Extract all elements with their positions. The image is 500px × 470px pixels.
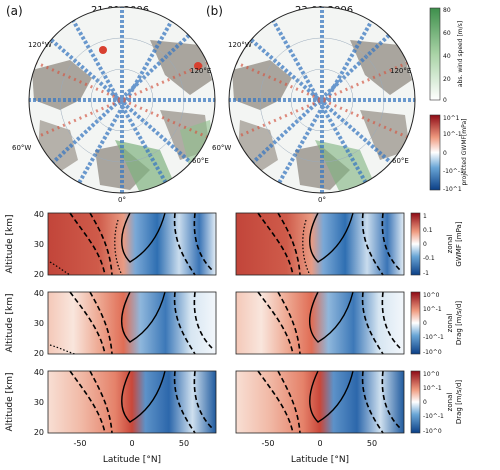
colorbar-zonal-drag-2 <box>410 370 421 434</box>
xtick-b-m50: -50 <box>261 439 274 448</box>
xtick-a-0: 0 <box>129 439 134 448</box>
cb-drag1-tick-4: -10^-1 <box>423 334 444 341</box>
colorbar-wind <box>429 7 441 101</box>
cb-proj-tick-3: 0 <box>443 150 447 157</box>
cb-drag2-tick-3: 0 <box>423 399 427 406</box>
ytick-r2-40: 40 <box>34 289 44 298</box>
map-a-lon-120w: 120°W <box>28 41 52 49</box>
cb-drag1-label-2: Drag [m/s/d] <box>455 301 463 346</box>
cb-wind-tick-80: 80 <box>443 7 451 14</box>
cb-proj-tick-2: 10^-1 <box>443 131 462 138</box>
colorbar-gwmf-projected <box>429 114 441 191</box>
xlabel-b: Latitude [°N] <box>291 455 349 465</box>
ytick-r1-30: 30 <box>34 240 44 249</box>
cb-gwmf-label-2: GWMF [mPa] <box>455 221 463 266</box>
map-a-lon-60w: 60°W <box>12 144 31 152</box>
cb-drag2-label-1: zonal <box>446 393 454 412</box>
xtick-a-m50: -50 <box>73 439 86 448</box>
colorbar-zonal-drag-1 <box>410 291 421 355</box>
cb-drag1-tick-5: -10^0 <box>423 349 442 356</box>
heatmap-row1-col-a <box>47 212 217 276</box>
map-a-lon-0: 0° <box>118 196 126 204</box>
map-b-lon-120w: 120°W <box>228 41 252 49</box>
heatmap-row2-col-b <box>235 291 405 355</box>
ytick-r1-40: 40 <box>34 210 44 219</box>
map-b-lon-60e: 60°E <box>392 157 409 165</box>
ylabel-row3: Altitude [km] <box>5 372 15 431</box>
cb-drag2-tick-1: 10^0 <box>423 371 440 378</box>
ytick-r3-20: 20 <box>34 428 44 437</box>
colorbar-zonal-gwmf <box>410 212 421 276</box>
cb-proj-tick-4: -10^-1 <box>443 168 464 175</box>
cb-drag1-tick-1: 10^0 <box>423 292 440 299</box>
xtick-b-50: 50 <box>367 439 377 448</box>
cb-proj-label: projected GWMF[mPa] <box>461 119 468 186</box>
cb-gwmf-tick-2: 0.1 <box>423 227 433 234</box>
heatmap-row3-col-a <box>47 370 217 434</box>
panel-b-tag: (b) <box>206 4 223 18</box>
polar-map-b <box>228 6 416 194</box>
ylabel-row2: Altitude [km] <box>5 293 15 352</box>
cb-gwmf-tick-3: 0 <box>423 241 427 248</box>
cb-proj-tick-1: 10^1 <box>443 115 460 122</box>
ytick-r2-20: 20 <box>34 349 44 358</box>
cb-gwmf-tick-4: -0.1 <box>423 255 435 262</box>
cb-drag2-tick-2: 10^-1 <box>423 385 442 392</box>
map-a-lon-120e: 120°E <box>190 67 211 75</box>
cb-drag1-tick-3: 0 <box>423 320 427 327</box>
map-b-lon-120e: 120°E <box>390 67 411 75</box>
cb-gwmf-label-1: zonal <box>446 235 454 254</box>
xtick-a-50: 50 <box>179 439 189 448</box>
ytick-r2-30: 30 <box>34 319 44 328</box>
cb-gwmf-tick-5: -1 <box>423 270 429 277</box>
heatmap-row2-col-a <box>47 291 217 355</box>
cb-proj-tick-5: -10^1 <box>443 186 462 193</box>
xlabel-a: Latitude [°N] <box>103 455 161 465</box>
cb-drag1-label-1: zonal <box>446 314 454 333</box>
heatmap-row3-col-b <box>235 370 405 434</box>
cb-gwmf-tick-1: 1 <box>423 213 427 220</box>
cb-drag2-label-2: Drag [m/s/d] <box>455 380 463 425</box>
xtick-b-0: 0 <box>317 439 322 448</box>
ytick-r1-20: 20 <box>34 270 44 279</box>
cb-wind-tick-60: 60 <box>443 30 451 37</box>
cb-wind-tick-20: 20 <box>443 76 451 83</box>
ylabel-row1: Altitude [km] <box>5 214 15 273</box>
panel-a-tag: (a) <box>6 4 23 18</box>
cb-drag2-tick-4: -10^-1 <box>423 413 444 420</box>
ytick-r3-40: 40 <box>34 368 44 377</box>
cb-wind-label: abs. wind speed [m/s] <box>457 21 464 87</box>
cb-drag2-tick-5: -10^0 <box>423 428 442 435</box>
cb-drag1-tick-2: 10^-1 <box>423 306 442 313</box>
cb-wind-tick-40: 40 <box>443 53 451 60</box>
map-b-lon-0: 0° <box>318 196 326 204</box>
heatmap-row1-col-b <box>235 212 405 276</box>
map-b-lon-60w: 60°W <box>212 144 231 152</box>
map-a-lon-60e: 60°E <box>192 157 209 165</box>
cb-wind-tick-0: 0 <box>443 97 447 104</box>
ytick-r3-30: 30 <box>34 398 44 407</box>
polar-map-a <box>28 6 216 194</box>
